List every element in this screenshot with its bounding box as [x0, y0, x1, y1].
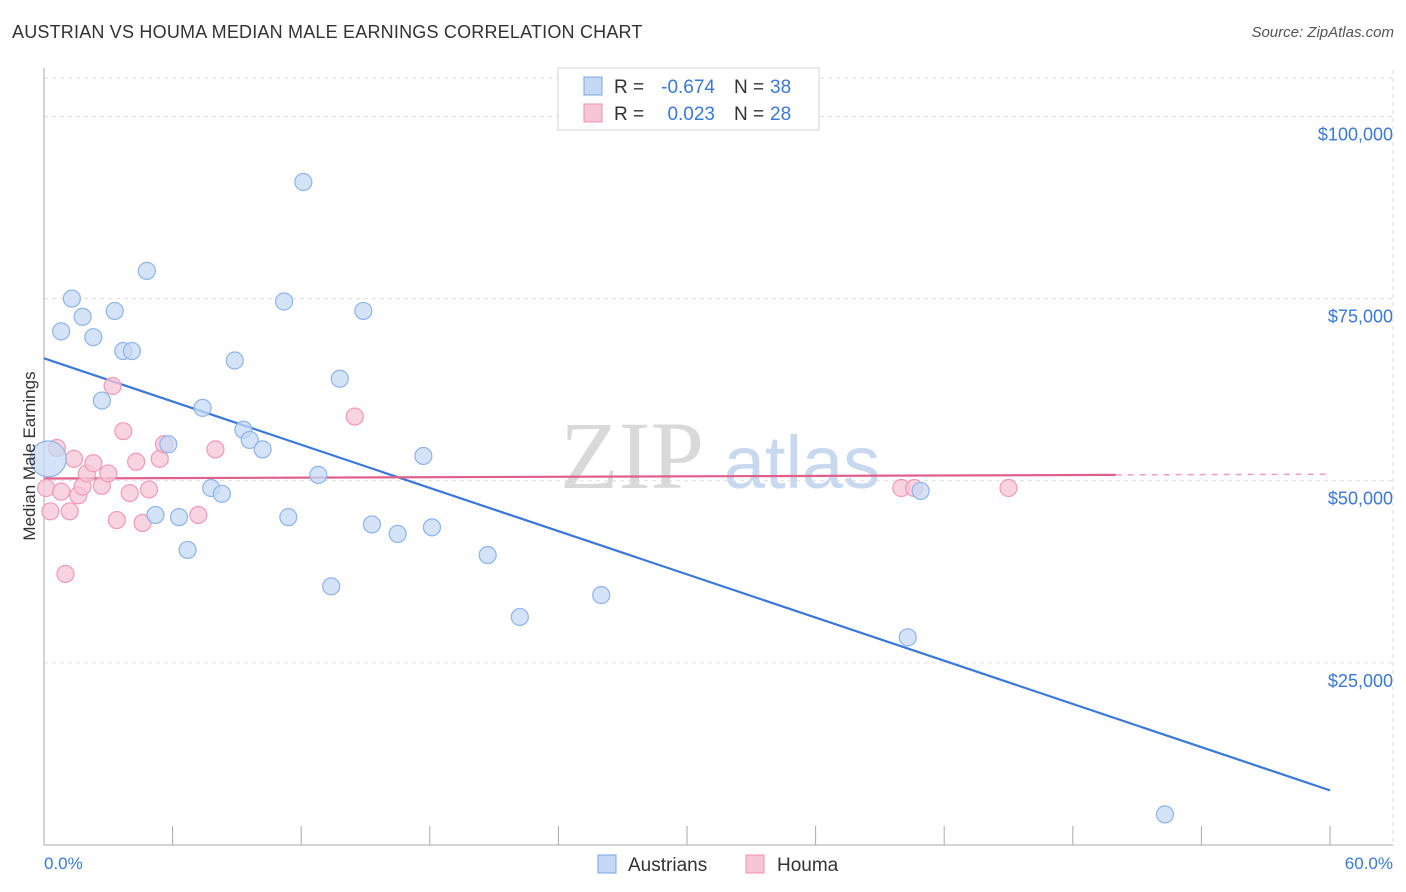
point-houma-0 [37, 478, 56, 498]
y-tick-label-3: $100,000 [1318, 124, 1393, 144]
point-houma-10 [84, 454, 103, 473]
point-houma-17 [127, 452, 146, 471]
point-austrians-25 [322, 577, 341, 596]
point-austrians-3 [73, 307, 92, 326]
point-austrians-28 [362, 515, 382, 534]
point-houma-22 [189, 505, 208, 525]
point-houma-24 [345, 407, 364, 426]
point-austrians-17 [225, 351, 244, 370]
x-tick-label-left: 0.0% [44, 854, 83, 873]
stats-n-label-austrians: N = [734, 77, 764, 98]
point-austrians-32 [478, 545, 497, 565]
point-austrians-24 [309, 465, 328, 484]
point-austrians-19 [240, 430, 259, 450]
point-houma-12 [99, 464, 118, 483]
point-austrians-8 [122, 341, 141, 361]
legend-swatch-houma [745, 854, 765, 874]
y-tick-label-2: $75,000 [1328, 307, 1393, 327]
axes [43, 68, 1393, 846]
point-austrians-9 [137, 261, 156, 280]
stats-r-label-austrians: R = [614, 77, 644, 98]
point-houma-5 [60, 502, 79, 521]
x-tick-label-right: 60.0% [1345, 854, 1393, 873]
point-houma-14 [107, 510, 126, 530]
point-austrians-1 [52, 322, 71, 341]
stats-r-label-houma: R = [614, 104, 644, 125]
stats-n-value-austrians: 38 [770, 77, 791, 98]
trend-lines [43, 357, 1331, 792]
stats-n-label-houma: N = [734, 104, 764, 125]
point-houma-4 [56, 564, 75, 584]
bottom-legend: Austrians Houma [597, 854, 839, 876]
trend-line-houma-extension [1115, 473, 1331, 476]
point-houma-6 [64, 449, 84, 468]
point-houma-19 [139, 480, 159, 499]
trend-line-austrians [43, 357, 1331, 792]
point-austrians-14 [193, 398, 212, 417]
y-tick-label-0: $25,000 [1328, 671, 1393, 691]
point-austrians-2 [62, 289, 81, 308]
legend-label-houma: Houma [777, 855, 839, 876]
stats-swatch-austrians [583, 76, 603, 96]
stats-swatch-houma [583, 103, 603, 123]
point-houma-18 [133, 513, 152, 533]
point-austrians-36 [911, 481, 930, 501]
point-houma-3 [52, 482, 71, 501]
point-austrians-23 [294, 172, 313, 192]
point-austrians-37 [1155, 805, 1175, 824]
trend-line-houma [43, 473, 1116, 480]
y-tick-labels: $25,000 $50,000 $75,000 $100,000 [1318, 124, 1393, 690]
point-austrians-11 [159, 435, 178, 454]
point-austrians-6 [105, 301, 124, 321]
point-houma-13 [103, 376, 122, 396]
gridlines [44, 70, 1394, 845]
point-austrians-12 [169, 508, 189, 527]
point-austrians-0 [29, 440, 67, 478]
point-houma-1 [41, 502, 60, 521]
point-austrians-4 [84, 328, 103, 347]
point-austrians-16 [212, 484, 231, 503]
point-houma-23 [206, 440, 225, 459]
stats-r-value-houma: 0.023 [667, 104, 715, 125]
legend-swatch-austrians [597, 854, 617, 874]
point-austrians-13 [178, 540, 197, 560]
point-austrians-35 [898, 628, 917, 647]
y-axis-label: Median Male Earnings [20, 371, 39, 540]
point-austrians-26 [330, 369, 349, 388]
stats-legend: R = -0.674 N = 38 R = 0.023 N = 28 [557, 67, 820, 131]
stats-n-value-houma: 28 [770, 104, 791, 125]
point-houma-15 [114, 422, 133, 441]
point-austrians-10 [146, 505, 165, 525]
point-austrians-34 [592, 585, 611, 605]
point-austrians-21 [274, 292, 294, 311]
point-austrians-20 [253, 440, 272, 459]
point-houma-16 [120, 484, 139, 503]
point-austrians-33 [510, 607, 529, 627]
stats-r-value-austrians: -0.674 [661, 77, 715, 98]
point-austrians-5 [92, 391, 111, 410]
y-tick-label-1: $50,000 [1328, 489, 1393, 509]
point-austrians-30 [414, 446, 433, 466]
data-points [29, 172, 1175, 824]
chart-title: AUSTRIAN VS HOUMA MEDIAN MALE EARNINGS C… [12, 22, 643, 42]
point-austrians-22 [279, 508, 298, 527]
watermark-atlas: atlas [724, 421, 880, 504]
legend-label-austrians: Austrians [628, 855, 707, 876]
point-austrians-31 [422, 518, 442, 537]
point-houma-27 [999, 478, 1018, 498]
watermark-zip: ZIP [560, 402, 704, 509]
point-austrians-27 [354, 301, 373, 321]
source-credit: Source: ZipAtlas.com [1251, 24, 1394, 41]
point-austrians-29 [388, 524, 407, 544]
